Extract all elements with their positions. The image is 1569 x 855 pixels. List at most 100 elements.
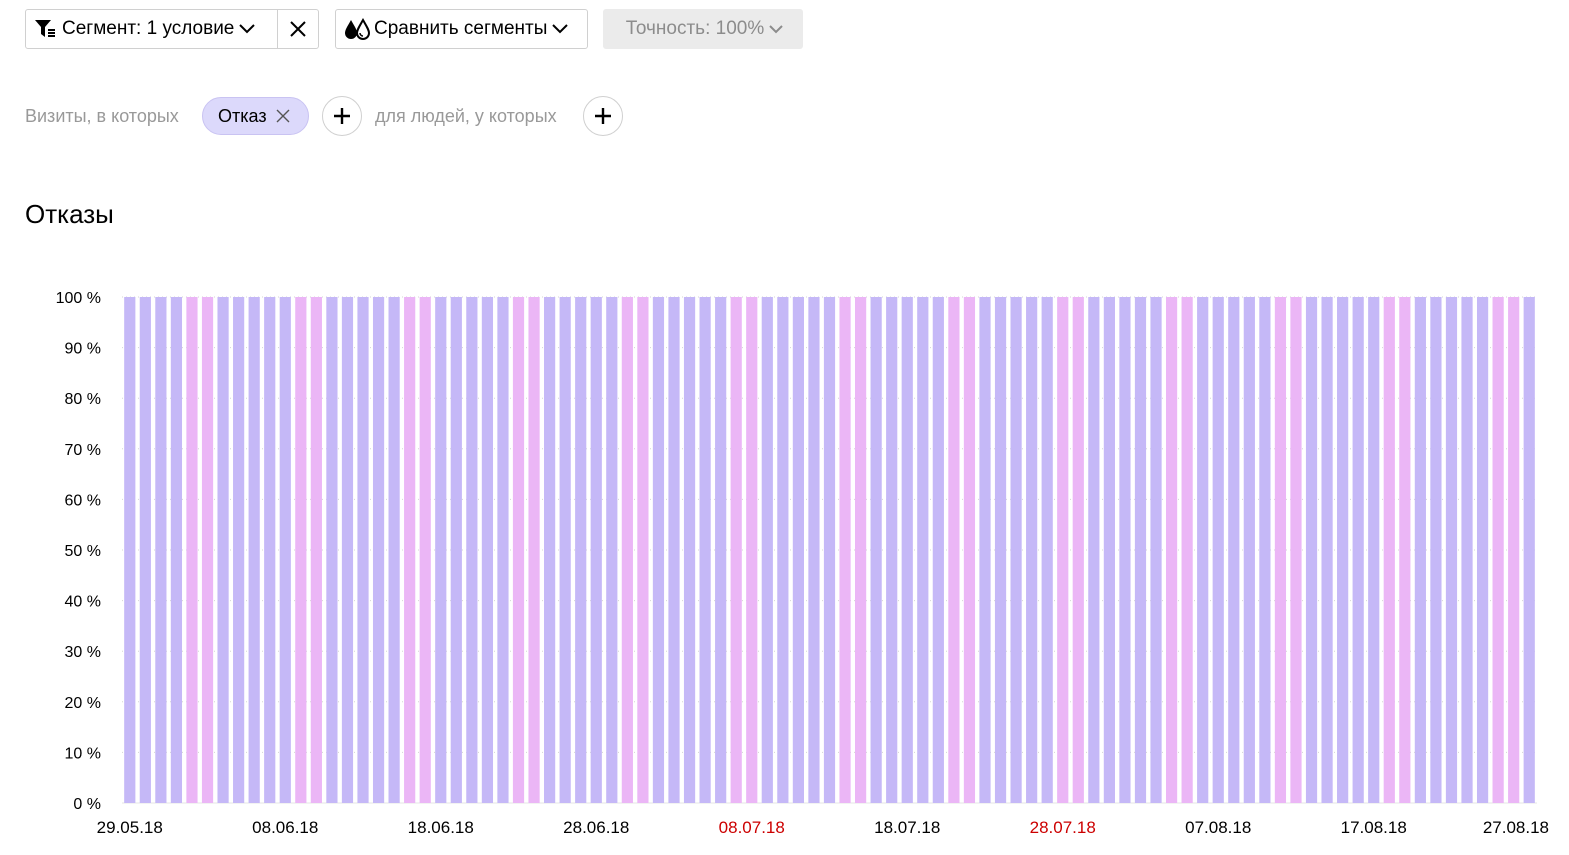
bar — [186, 297, 198, 803]
bar — [419, 297, 431, 803]
bar — [1150, 297, 1162, 803]
bar — [1414, 297, 1426, 803]
bar — [839, 297, 851, 803]
chart-title: Отказы — [25, 199, 114, 229]
clear-segment-button[interactable] — [277, 9, 319, 49]
bar — [1461, 297, 1473, 803]
bar — [279, 297, 291, 803]
bar — [528, 297, 540, 803]
bar — [357, 297, 369, 803]
chevron-down-icon — [552, 24, 569, 34]
bar — [155, 297, 167, 803]
bar — [1523, 297, 1535, 803]
people-condition-label: для людей, у которых — [375, 106, 557, 126]
bar — [1383, 297, 1395, 803]
precision-button[interactable]: Точность: 100% — [603, 9, 803, 49]
bar — [1026, 297, 1038, 803]
bar — [590, 297, 602, 803]
bar — [1492, 297, 1504, 803]
bar — [715, 297, 727, 803]
add-visit-condition-button[interactable] — [322, 96, 362, 136]
bar — [1290, 297, 1302, 803]
bar — [1305, 297, 1318, 803]
add-people-condition-button[interactable] — [583, 96, 623, 136]
plus-icon — [595, 108, 611, 124]
y-tick-label: 10 % — [65, 745, 101, 762]
bar — [1368, 297, 1380, 803]
y-tick-label: 80 % — [65, 391, 101, 408]
x-tick-label: 08.06.18 — [252, 818, 318, 837]
bar — [1134, 297, 1147, 803]
bar — [1088, 297, 1100, 803]
bar — [808, 297, 820, 803]
bar — [668, 297, 680, 803]
bar — [855, 297, 867, 803]
bar — [699, 297, 711, 803]
bar — [1041, 297, 1053, 803]
compare-segments-button[interactable]: Сравнить сегменты — [335, 9, 588, 49]
bar — [466, 297, 478, 803]
bar — [372, 297, 385, 803]
bar — [1212, 297, 1224, 803]
bar — [217, 297, 229, 803]
y-tick-label: 100 % — [56, 290, 101, 307]
bar — [948, 297, 960, 803]
bar — [326, 297, 338, 803]
precision-label: Точность: 100% — [625, 18, 765, 39]
bar — [963, 297, 976, 803]
y-tick-label: 0 % — [73, 796, 101, 813]
bar — [1274, 297, 1287, 803]
x-tick-label: 28.06.18 — [563, 818, 629, 837]
bar — [295, 297, 307, 803]
bar — [1445, 297, 1458, 803]
bar — [932, 297, 944, 803]
chevron-down-icon — [769, 24, 783, 33]
y-tick-label: 20 % — [65, 695, 101, 712]
bar — [823, 297, 836, 803]
x-tick-label: 07.08.18 — [1185, 818, 1251, 837]
x-tick-label: 18.06.18 — [408, 818, 474, 837]
bar — [1119, 297, 1131, 803]
bounce-condition-chip[interactable]: Отказ — [202, 97, 309, 135]
bar — [1476, 297, 1489, 803]
chip-remove-icon[interactable] — [275, 108, 291, 124]
chip-label: Отказ — [218, 105, 267, 126]
bar — [233, 297, 245, 803]
visits-condition-label: Визиты, в которых — [25, 106, 179, 126]
bar — [1072, 297, 1084, 803]
segment-button[interactable]: Сегмент: 1 условие — [25, 9, 278, 49]
bar — [1321, 297, 1333, 803]
bar — [621, 297, 633, 803]
bar — [730, 297, 742, 803]
bar — [1352, 297, 1364, 803]
bar — [264, 297, 276, 803]
y-tick-label: 90 % — [65, 341, 101, 358]
y-tick-label: 60 % — [65, 492, 101, 509]
chart-bars — [124, 297, 1535, 803]
y-tick-label: 30 % — [65, 644, 101, 661]
chevron-down-icon — [239, 24, 256, 34]
bar — [637, 297, 649, 803]
bar — [1181, 297, 1193, 803]
x-tick-label: 29.05.18 — [97, 818, 163, 837]
y-axis-ticks: 0 % 10 % 20 % 30 % 40 % 50 % 60 % 70 % 80 % 90 % 1… — [56, 290, 101, 813]
bar — [450, 297, 462, 803]
bar — [575, 297, 587, 803]
bar — [544, 297, 556, 803]
bar — [1103, 297, 1115, 803]
bar — [917, 297, 929, 803]
bar — [777, 297, 789, 803]
bar — [124, 297, 136, 803]
x-tick-label: 18.07.18 — [874, 818, 940, 837]
x-tick-label: 28.07.18 — [1030, 818, 1096, 837]
bar — [606, 297, 618, 803]
bar — [1165, 297, 1178, 803]
bar — [435, 297, 447, 803]
bar — [1508, 297, 1520, 803]
bar — [139, 297, 151, 803]
compare-label: Сравнить сегменты — [374, 18, 548, 39]
x-tick-label: 08.07.18 — [719, 818, 785, 837]
bar — [886, 297, 898, 803]
bar — [512, 297, 525, 803]
bar — [652, 297, 665, 803]
